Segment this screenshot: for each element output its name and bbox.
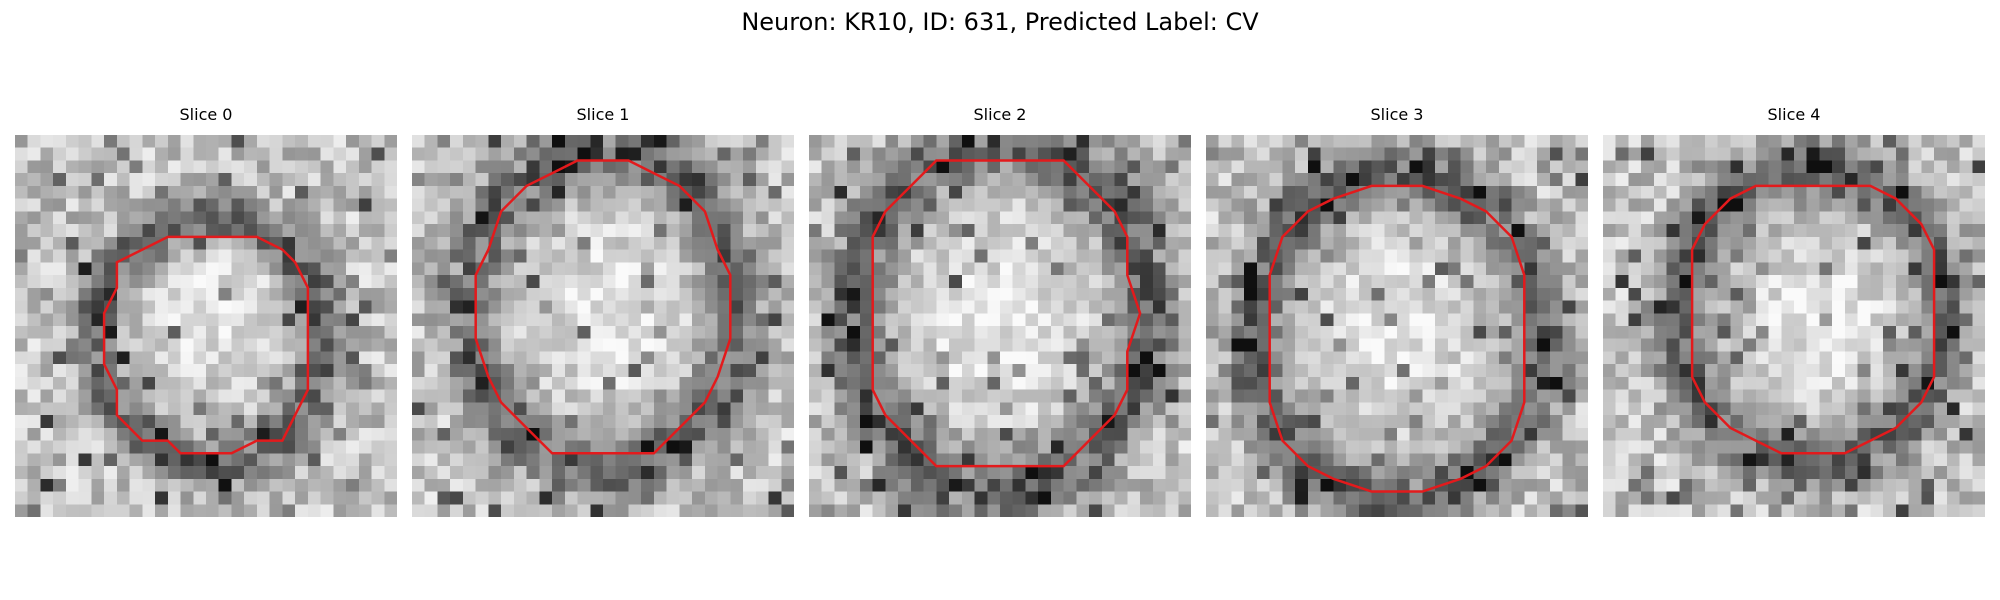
slice-title-0: Slice 0 — [179, 105, 233, 124]
neuron-contour-1 — [474, 159, 732, 455]
slice-title-1: Slice 1 — [576, 105, 630, 124]
slice-panel-4: Slice 4 — [1603, 105, 1985, 517]
contour-overlay-2 — [871, 159, 1142, 468]
contour-overlay-4 — [1690, 184, 1936, 455]
slice-panel-0: Slice 0 — [15, 105, 397, 517]
slice-title-2: Slice 2 — [973, 105, 1027, 124]
neuron-contour-4 — [1690, 184, 1936, 455]
slice-title-3: Slice 3 — [1370, 105, 1424, 124]
slice-panel-1: Slice 1 — [412, 105, 794, 517]
slice-panel-3: Slice 3 — [1206, 105, 1588, 517]
slice-panel-2: Slice 2 — [809, 105, 1191, 517]
neuron-contour-3 — [1268, 184, 1526, 493]
contour-overlay-0 — [102, 235, 310, 455]
neuron-contour-0 — [102, 235, 310, 455]
contour-overlay-1 — [474, 159, 732, 455]
figure-title: Neuron: KR10, ID: 631, Predicted Label: … — [741, 8, 1259, 36]
contour-overlay-3 — [1268, 184, 1526, 493]
slice-title-4: Slice 4 — [1767, 105, 1821, 124]
neuron-contour-2 — [871, 159, 1142, 468]
